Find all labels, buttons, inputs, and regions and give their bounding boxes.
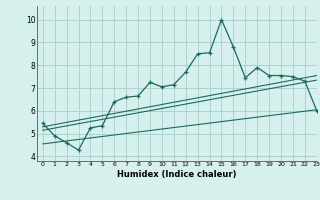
X-axis label: Humidex (Indice chaleur): Humidex (Indice chaleur) xyxy=(117,170,236,179)
